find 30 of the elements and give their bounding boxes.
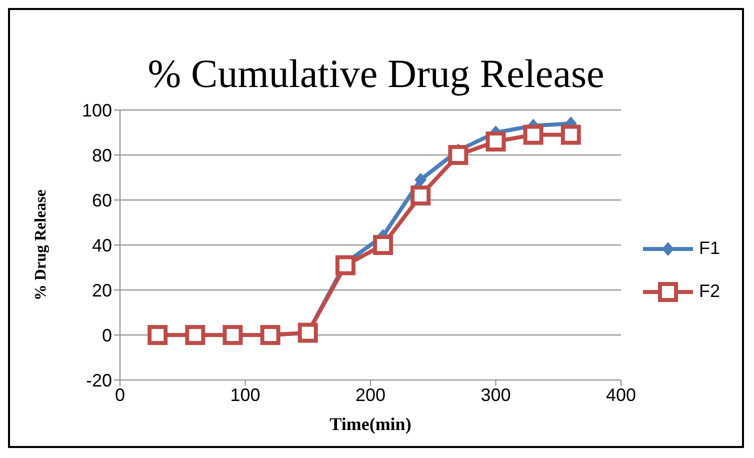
point bbox=[448, 145, 468, 165]
legend-label: F2 bbox=[698, 281, 720, 302]
y-tick-label: 0 bbox=[102, 325, 112, 346]
point bbox=[414, 172, 427, 187]
chart-title: % Cumulative Drug Release bbox=[146, 50, 606, 98]
x-tick-label: 100 bbox=[230, 384, 260, 405]
y-tick-label: 20 bbox=[92, 280, 112, 300]
point bbox=[486, 132, 506, 152]
x-tick-label: 400 bbox=[606, 384, 636, 405]
point bbox=[410, 186, 431, 206]
x-tick-label: 300 bbox=[480, 384, 511, 405]
x-axis-title: Time(min) bbox=[330, 414, 412, 434]
point bbox=[148, 325, 168, 345]
point bbox=[523, 124, 544, 145]
point bbox=[373, 235, 394, 255]
point bbox=[298, 322, 318, 343]
x-tick-label: 0 bbox=[114, 384, 126, 405]
point bbox=[222, 325, 243, 345]
y-axis-title: % Drug Release bbox=[32, 189, 50, 301]
x-tick-label: 200 bbox=[355, 384, 386, 405]
y-tick-label: 60 bbox=[92, 190, 112, 210]
legend-label: F1 bbox=[698, 238, 720, 259]
y-tick-label: 40 bbox=[92, 235, 112, 256]
point bbox=[335, 255, 356, 276]
y-tick-label: -20 bbox=[86, 370, 112, 390]
y-tick-label: 80 bbox=[92, 145, 112, 166]
point bbox=[260, 325, 280, 345]
point bbox=[560, 124, 581, 145]
y-tick-label: 100 bbox=[82, 100, 112, 120]
point bbox=[185, 325, 206, 345]
